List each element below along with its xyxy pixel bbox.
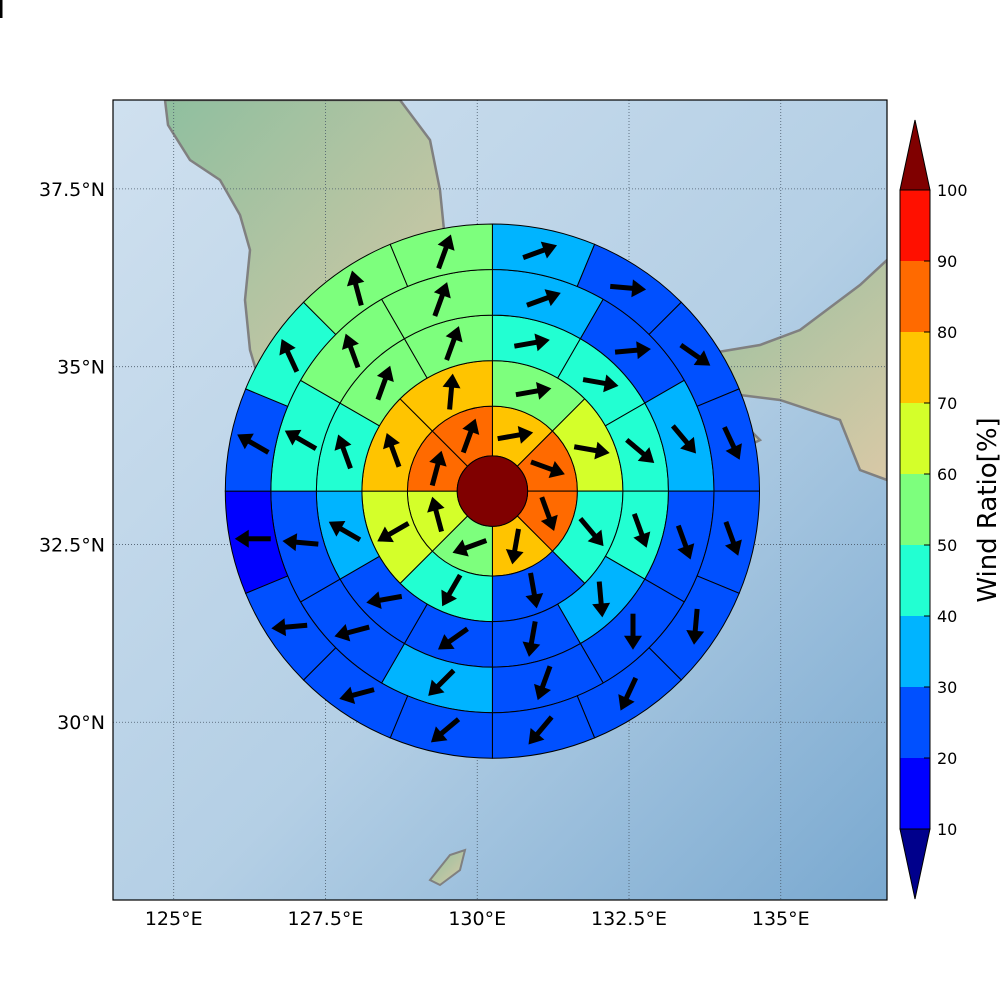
- colorbar-tick-label: 80: [937, 323, 957, 342]
- wind-arrow: [334, 434, 353, 470]
- x-tick-label: 130°E: [448, 908, 506, 930]
- colorbar-segment: [900, 403, 930, 474]
- wind-arrow: [430, 717, 461, 743]
- wind-arrow: [631, 513, 651, 548]
- wind-arrow: [534, 665, 553, 701]
- wind-arrow: [432, 282, 451, 317]
- colorbar-segment: [900, 616, 930, 687]
- colorbar-segment: [900, 687, 930, 758]
- wind-arrow: [670, 424, 697, 454]
- wind-arrow: [234, 529, 271, 548]
- colorbar-segment: [900, 545, 930, 616]
- wind-arrow: [618, 676, 639, 711]
- wind-arrow: [366, 591, 403, 610]
- wind-arrow: [573, 441, 610, 460]
- colorbar-frame: [899, 189, 931, 830]
- colorbar-segment: [900, 190, 930, 261]
- x-tick-label: 132.5°E: [591, 908, 667, 930]
- wind-arrow: [497, 426, 534, 444]
- wind-arrow: [237, 433, 270, 455]
- wind-ratio-sectors: [225, 224, 761, 759]
- wind-arrow: [582, 374, 619, 393]
- colorbar: 10 20 30 40 50 60 70 80 90 100: [899, 119, 968, 900]
- wind-arrow: [625, 437, 655, 464]
- axis-ticks: 125°E 127.5°E 130°E 132.5°E 135°E 30°N 32.5°N 3…: [39, 179, 810, 930]
- colorbar-tick-label: 20: [937, 749, 957, 768]
- wind-arrow: [284, 429, 318, 451]
- wind-arrow: [528, 715, 554, 745]
- wind-arrow: [282, 533, 319, 552]
- wind-arrow: [722, 426, 742, 460]
- wind-arrow: [530, 459, 565, 478]
- wind-arrow: [686, 608, 705, 645]
- colorbar-segment: [900, 474, 930, 545]
- wind-arrow: [525, 572, 544, 609]
- wind-arrow: [452, 538, 488, 557]
- colorbar-tick-label: 30: [937, 678, 957, 697]
- x-tick-label: 125°E: [145, 908, 203, 930]
- colorbar-tick-label: 50: [937, 536, 957, 555]
- wind-arrow: [0, 0, 3, 18]
- wind-arrow: [679, 342, 711, 366]
- colorbar-tick-label: 100: [937, 181, 968, 200]
- wind-arrow: [375, 365, 394, 401]
- y-tick-label: 35°N: [57, 357, 105, 379]
- wind-arrow: [436, 234, 455, 270]
- x-tick-label: 127.5°E: [288, 908, 364, 930]
- wind-arrow: [723, 521, 742, 556]
- y-tick-label: 32.5°N: [39, 534, 105, 556]
- wind-arrow: [427, 496, 445, 533]
- wind-arrow: [339, 686, 375, 705]
- wind-arrow: [675, 524, 695, 560]
- center-disc: [456, 455, 529, 527]
- wind-arrow: [271, 618, 308, 637]
- wind-arrow: [592, 581, 611, 618]
- wind-arrow: [513, 333, 550, 352]
- colorbar-over-extension: [899, 119, 931, 191]
- wind-arrow: [441, 573, 463, 607]
- wind-arrow: [429, 450, 447, 487]
- colorbar-tick-label: 70: [937, 394, 957, 413]
- colorbar-under-extension: [899, 828, 931, 900]
- colorbar-tick-label: 90: [937, 252, 957, 271]
- wind-arrow: [383, 432, 402, 468]
- tanegashima-island: [428, 848, 467, 887]
- wind-arrow: [539, 496, 558, 532]
- wind-arrow: [428, 668, 456, 696]
- wind-arrow: [578, 516, 604, 547]
- wind-arrow: [610, 279, 647, 298]
- x-tick-label: 135°E: [752, 908, 810, 930]
- colorbar-label: Wind Ratio[%]: [973, 417, 1000, 602]
- colorbar-tick-label: 60: [937, 465, 957, 484]
- wind-arrow: [460, 418, 480, 454]
- wind-arrow: [442, 373, 461, 410]
- wind-arrow: [279, 339, 300, 373]
- wind-arrow: [614, 341, 651, 360]
- wind-arrow: [346, 270, 365, 306]
- wind-arrow: [377, 521, 410, 543]
- wind-arrow: [515, 382, 552, 400]
- wind-arrow: [437, 626, 469, 650]
- wind-arrow: [342, 333, 361, 369]
- wind-arrow: [623, 613, 642, 650]
- colorbar-tick-label: 10: [937, 820, 957, 839]
- wind-arrow: [328, 520, 362, 542]
- colorbar-tick-label: 40: [937, 607, 957, 626]
- colorbar-segment: [900, 758, 930, 829]
- wind-arrows: [0, 0, 742, 745]
- wind-arrow: [522, 241, 557, 260]
- wind-arrow: [444, 326, 463, 361]
- y-tick-label: 30°N: [57, 712, 105, 734]
- y-tick-label: 37.5°N: [39, 179, 105, 201]
- wind-arrow: [522, 621, 541, 657]
- wind-arrow: [526, 289, 561, 308]
- colorbar-segment: [900, 261, 930, 332]
- wind-arrow: [334, 624, 370, 642]
- colorbar-segment: [900, 332, 930, 403]
- map-frame: [112, 99, 888, 901]
- wind-arrow: [505, 528, 524, 565]
